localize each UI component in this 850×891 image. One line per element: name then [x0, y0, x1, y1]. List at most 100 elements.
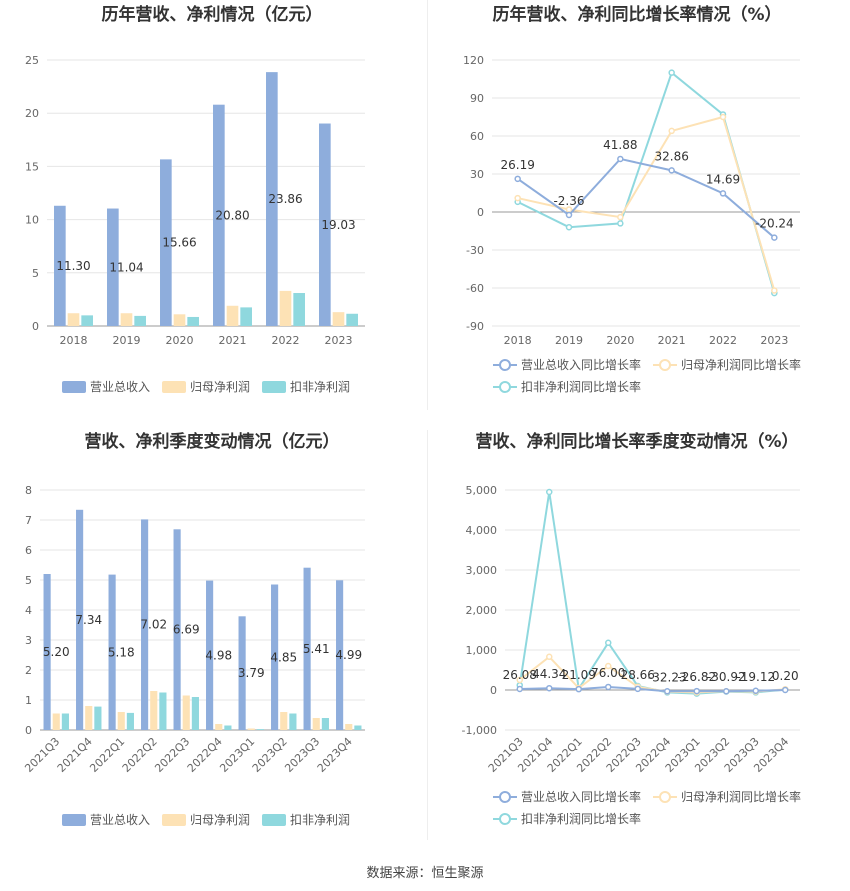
legend-swatch-marker [499, 381, 511, 393]
legend-label: 归母净利润同比增长率 [681, 357, 801, 372]
bar [160, 159, 172, 326]
data-label: 44.34 [532, 667, 566, 681]
bar [279, 290, 292, 326]
data-label: 15.66 [162, 236, 196, 250]
data-point [719, 190, 727, 197]
data-label: 4.85 [270, 650, 297, 664]
bar [159, 692, 167, 730]
chart-quarterly-growth-rate: 营收、净利同比增长率季度变动情况（%） -1,000 0 1,000 2,000 3,00… [425, 425, 850, 855]
y-tick-label: 5 [25, 574, 32, 587]
chart-annual-growth-rate: 历年营收、净利同比增长率情况（%） -90 -60 -30 0 30 60 90 120 2018… [425, 0, 850, 420]
data-label: 14.69 [706, 172, 740, 186]
data-label: -2.36 [553, 194, 584, 208]
data-point [546, 488, 553, 496]
chart-quarterly-revenue-profit: 营收、净利季度变动情况（亿元） 0 1 2 3 4 5 6 7 8 2021Q3 2021Q4 2022… [0, 425, 425, 855]
bar [108, 574, 116, 730]
y-tick-label: 2,000 [466, 604, 498, 617]
legend-label: 营业总收入同比增长率 [521, 789, 641, 804]
bar [303, 567, 311, 730]
data-point [617, 213, 624, 221]
legend-swatch [262, 381, 286, 393]
y-tick-label: 3 [25, 634, 32, 647]
legend-label: 扣非净利润同比增长率 [521, 811, 641, 826]
y-tick-label: 1,000 [466, 644, 498, 657]
bar [182, 695, 190, 730]
x-tick-label: 2020 [166, 334, 194, 347]
bar [81, 315, 93, 326]
data-label: 20.80 [215, 208, 249, 222]
data-point [782, 686, 789, 694]
data-point [668, 127, 675, 135]
bar [43, 574, 51, 730]
x-tick-label: 2022 [709, 334, 737, 347]
x-tick-label: 2023 [760, 334, 788, 347]
y-tick-label: 0 [32, 320, 39, 333]
y-tick-label: 1 [25, 694, 32, 707]
y-tick-label: 20 [25, 107, 39, 120]
data-label: -19.12 [736, 670, 775, 684]
bar [52, 713, 60, 730]
x-tick-label: 2022 [272, 334, 300, 347]
bar [238, 616, 246, 730]
bar [191, 697, 199, 730]
x-tick-label: 2022Q1 [87, 735, 127, 775]
y-tick-label: 90 [470, 92, 484, 105]
chart-annual-revenue-profit: 历年营收、净利情况（亿元） 0 5 10 15 20 25 2018 2019 2020 2021 2… [0, 0, 425, 420]
bar [213, 104, 225, 326]
data-point [546, 653, 553, 661]
legend-swatch [62, 381, 86, 393]
divider [427, 430, 428, 840]
data-label: 19.03 [321, 218, 355, 232]
series-line [517, 157, 775, 239]
legend-label: 归母净利润 [190, 380, 250, 394]
data-label: -32.23 [648, 670, 687, 684]
data-point [668, 69, 675, 76]
legend-swatch-marker [499, 791, 511, 803]
legend-label: 归母净利润同比增长率 [681, 789, 801, 804]
legend-label: 营业总收入 [90, 380, 150, 394]
data-label: 4.98 [205, 648, 232, 662]
y-tick-label: 4 [25, 604, 32, 617]
data-point [565, 223, 573, 231]
data-point [575, 685, 582, 693]
x-tick-label: 2023Q3 [282, 735, 322, 775]
data-point [514, 194, 521, 202]
y-tick-label: 5 [32, 267, 39, 280]
x-tick-label: 2021 [219, 334, 247, 347]
legend-swatch-marker [499, 813, 511, 825]
y-tick-label: 30 [470, 168, 484, 181]
data-label: 7.02 [140, 618, 167, 632]
data-label: 0.20 [772, 669, 799, 683]
data-point [693, 687, 700, 695]
bar [289, 713, 297, 730]
x-tick-label: 2023Q1 [217, 735, 257, 775]
y-tick-label: 3,000 [466, 564, 498, 577]
data-point [516, 685, 523, 693]
bar [173, 314, 186, 326]
x-tick-label: 2019 [113, 334, 141, 347]
data-label: 26.19 [500, 158, 534, 172]
data-point [617, 155, 624, 163]
bar [345, 724, 353, 730]
legend-swatch [162, 814, 186, 826]
y-tick-label: 0 [25, 724, 32, 737]
data-label: -30.92 [707, 670, 746, 684]
data-label: 5.18 [108, 645, 135, 659]
x-tick-label: 2018 [504, 334, 532, 347]
legend-label: 营业总收入 [90, 813, 150, 827]
legend-swatch-marker [499, 359, 511, 371]
data-point [514, 175, 521, 183]
data-label: -20.24 [755, 217, 794, 231]
data-point [668, 167, 675, 174]
data-point [605, 683, 612, 691]
y-tick-label: 6 [25, 544, 32, 557]
series-line [519, 685, 786, 693]
data-label: 28.66 [621, 668, 655, 682]
data-label: 5.41 [303, 642, 330, 656]
bar [312, 718, 320, 730]
x-tick-label: 2023Q2 [250, 735, 290, 775]
x-tick-label: 2021Q4 [55, 735, 95, 775]
bar [126, 712, 134, 730]
data-label: 11.04 [109, 260, 143, 274]
data-point [771, 287, 778, 294]
